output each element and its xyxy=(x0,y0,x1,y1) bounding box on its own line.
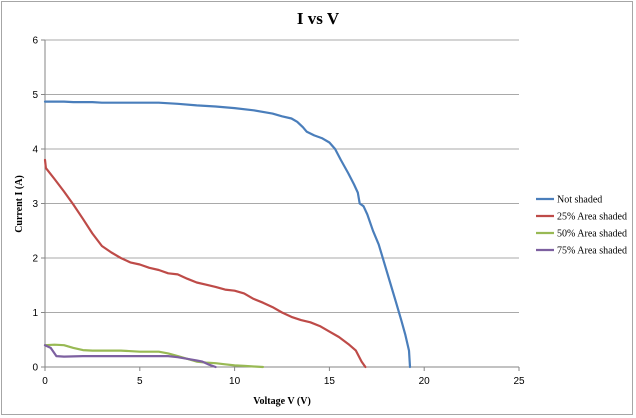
x-tick-label-5: 25 xyxy=(513,376,525,387)
y-tick-label-6: 6 xyxy=(32,36,38,47)
y-tick-label-0: 0 xyxy=(32,363,38,374)
x-tick-label-4: 20 xyxy=(419,376,431,387)
y-tick-label-4: 4 xyxy=(32,145,38,156)
series-line-0 xyxy=(43,100,412,369)
chart-title: I vs V xyxy=(297,9,340,28)
legend-label-2: 50% Area shaded xyxy=(557,229,627,240)
series-line-3 xyxy=(43,344,217,369)
x-tick-label-3: 15 xyxy=(324,376,336,387)
x-tick-labels: 0 5 10 15 20 25 xyxy=(42,367,525,387)
series-line-1 xyxy=(43,158,367,369)
y-tick-label-5: 5 xyxy=(32,90,38,101)
x-tick-label-1: 5 xyxy=(137,376,143,387)
x-tick-label-0: 0 xyxy=(42,376,48,387)
y-tick-label-2: 2 xyxy=(32,254,38,265)
y-tick-label-1: 1 xyxy=(32,308,38,319)
y-tick-labels: 0 1 2 3 4 5 6 xyxy=(32,36,45,374)
series-lines xyxy=(43,100,412,369)
y-axis-title: Current I (A) xyxy=(14,175,25,233)
x-tick-label-2: 10 xyxy=(229,376,241,387)
legend: Not shaded 25% Area shaded 50% Area shaded… xyxy=(536,195,627,257)
legend-label-0: Not shaded xyxy=(557,195,602,206)
grid-lines xyxy=(45,39,519,313)
x-axis-title: Voltage V (V) xyxy=(253,396,311,407)
series-line-2 xyxy=(43,343,265,369)
y-tick-label-3: 3 xyxy=(32,199,38,210)
legend-label-1: 25% Area shaded xyxy=(557,212,627,223)
legend-label-3: 75% Area shaded xyxy=(557,246,627,257)
